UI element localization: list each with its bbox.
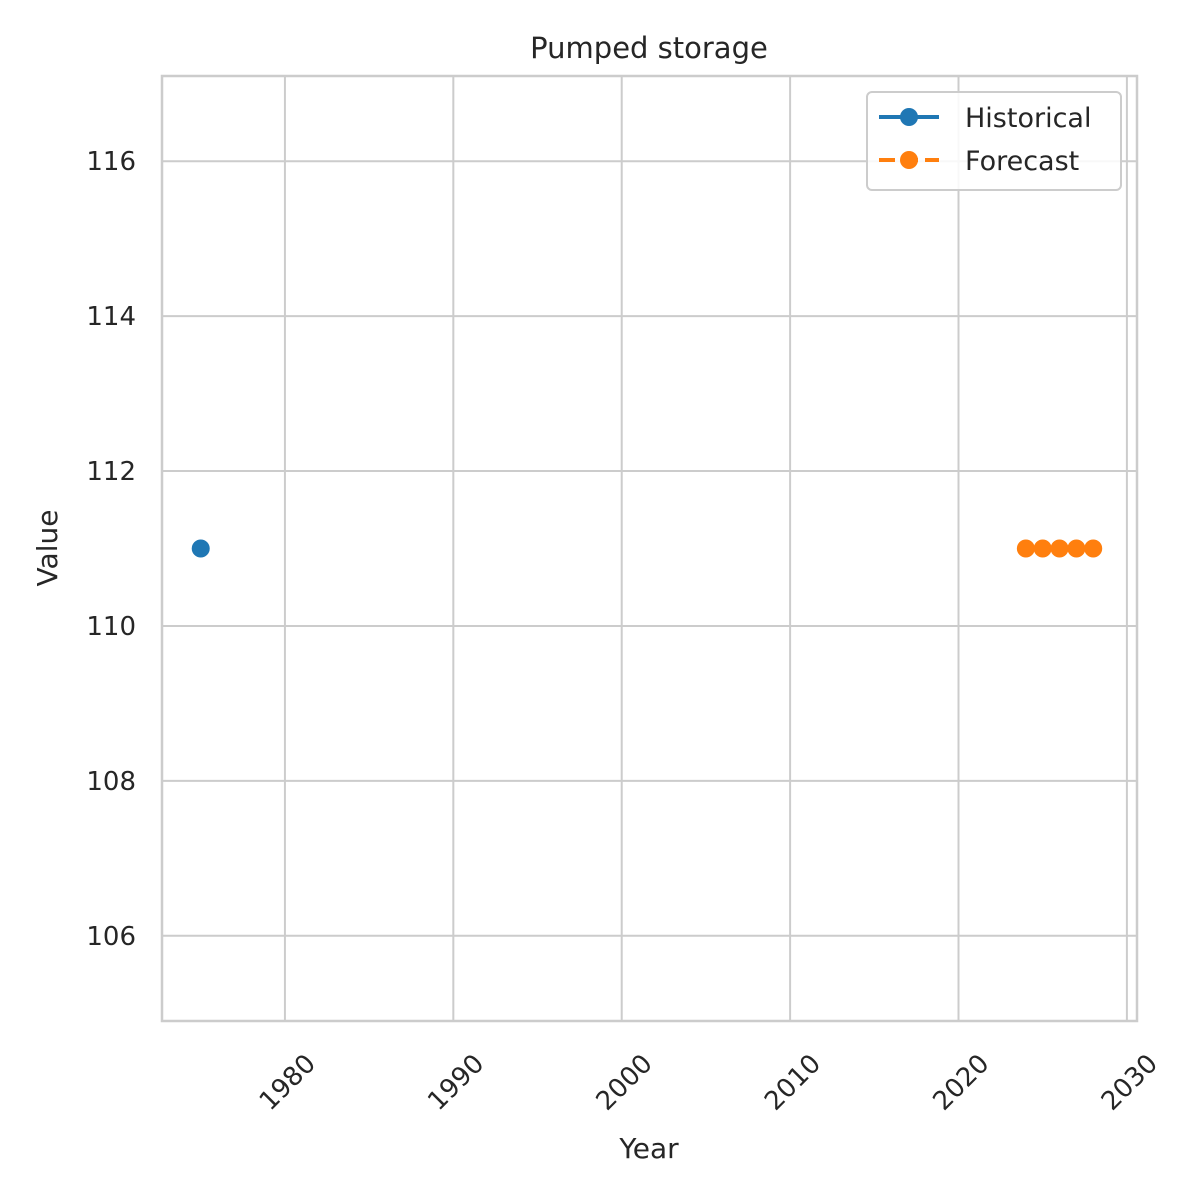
y-tick-label: 112 bbox=[86, 457, 136, 487]
series-forecast-point bbox=[1050, 539, 1069, 558]
legend-forecast-marker bbox=[900, 151, 918, 169]
plot-area-frame bbox=[160, 74, 1139, 1023]
series-forecast-point bbox=[1084, 539, 1103, 558]
chart-title: Pumped storage bbox=[530, 31, 768, 65]
series-historical bbox=[191, 539, 210, 558]
y-tick-label: 110 bbox=[86, 612, 136, 642]
legend-historical-label: Historical bbox=[965, 103, 1091, 134]
legend-historical-marker bbox=[900, 108, 918, 126]
legend: Historical Forecast bbox=[866, 91, 1122, 191]
series-forecast-point bbox=[1033, 539, 1052, 558]
y-tick-label: 116 bbox=[86, 147, 136, 177]
y-tick-label: 106 bbox=[86, 922, 136, 952]
grid bbox=[162, 76, 1137, 1021]
y-axis-title: Value bbox=[31, 510, 64, 587]
y-tick-label: 108 bbox=[86, 767, 136, 797]
x-axis-title: Year bbox=[618, 1132, 679, 1165]
legend-forecast-label: Forecast bbox=[965, 146, 1079, 177]
series-layer bbox=[191, 539, 1103, 558]
series-forecast-point bbox=[1016, 539, 1035, 558]
series-forecast-point bbox=[1067, 539, 1086, 558]
y-tick-label: 114 bbox=[86, 302, 136, 332]
y-axis-ticks: 106 108 110 112 114 116 bbox=[86, 147, 136, 952]
series-historical-point bbox=[191, 539, 210, 558]
series-forecast bbox=[1016, 539, 1103, 558]
